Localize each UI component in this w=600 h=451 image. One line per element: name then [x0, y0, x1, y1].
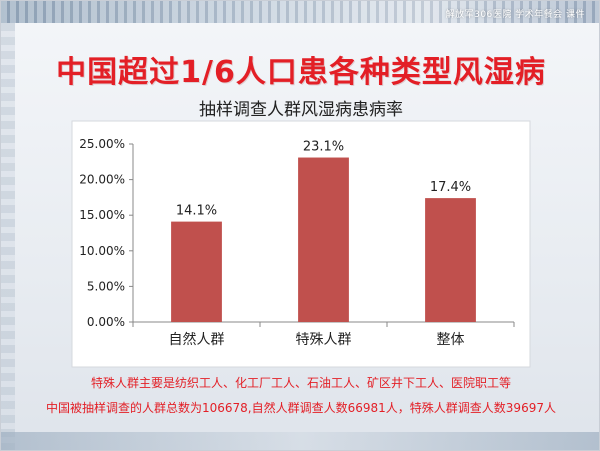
slide-headline: 中国超过1/6人口患各种类型风湿病	[56, 55, 546, 90]
decorative-strip	[1, 23, 15, 450]
bar	[425, 198, 476, 322]
y-tick-label: 25.00%	[79, 137, 125, 151]
y-tick-label: 10.00%	[79, 244, 125, 258]
bar	[298, 157, 349, 322]
bar-value-label: 14.1%	[176, 204, 217, 219]
bar	[171, 221, 222, 322]
y-axis: 0.00% 5.00% 10.00% 15.00% 20.00% 25.00%	[79, 137, 134, 329]
x-tick-label: 自然人群	[169, 331, 225, 348]
note-sample-size: 中国被抽样调查的人群总数为106678,自然人群调查人数66981人，特殊人群调…	[46, 401, 556, 415]
bar-value-label: 23.1%	[303, 140, 344, 155]
bars	[171, 157, 476, 322]
x-tick-label: 特殊人群	[296, 332, 352, 348]
chart-title: 抽样调查人群风湿病患病率	[199, 100, 403, 120]
y-tick-label: 5.00%	[87, 279, 125, 293]
x-tick-label: 整体	[437, 332, 465, 348]
note-special-population: 特殊人群主要是纺织工人、化工厂工人、石油工人、矿区井下工人、医院职工等	[90, 376, 511, 390]
footer-band	[1, 432, 599, 450]
y-tick-label: 0.00%	[87, 315, 125, 329]
y-tick-label: 20.00%	[79, 173, 125, 187]
header-band	[1, 1, 599, 23]
y-tick-label: 15.00%	[79, 208, 125, 222]
watermark: 解放军306医院 学术年餐会 课件	[445, 10, 585, 20]
bar-labels: 14.1% 23.1% 17.4%	[176, 140, 471, 219]
bar-value-label: 17.4%	[430, 180, 471, 195]
